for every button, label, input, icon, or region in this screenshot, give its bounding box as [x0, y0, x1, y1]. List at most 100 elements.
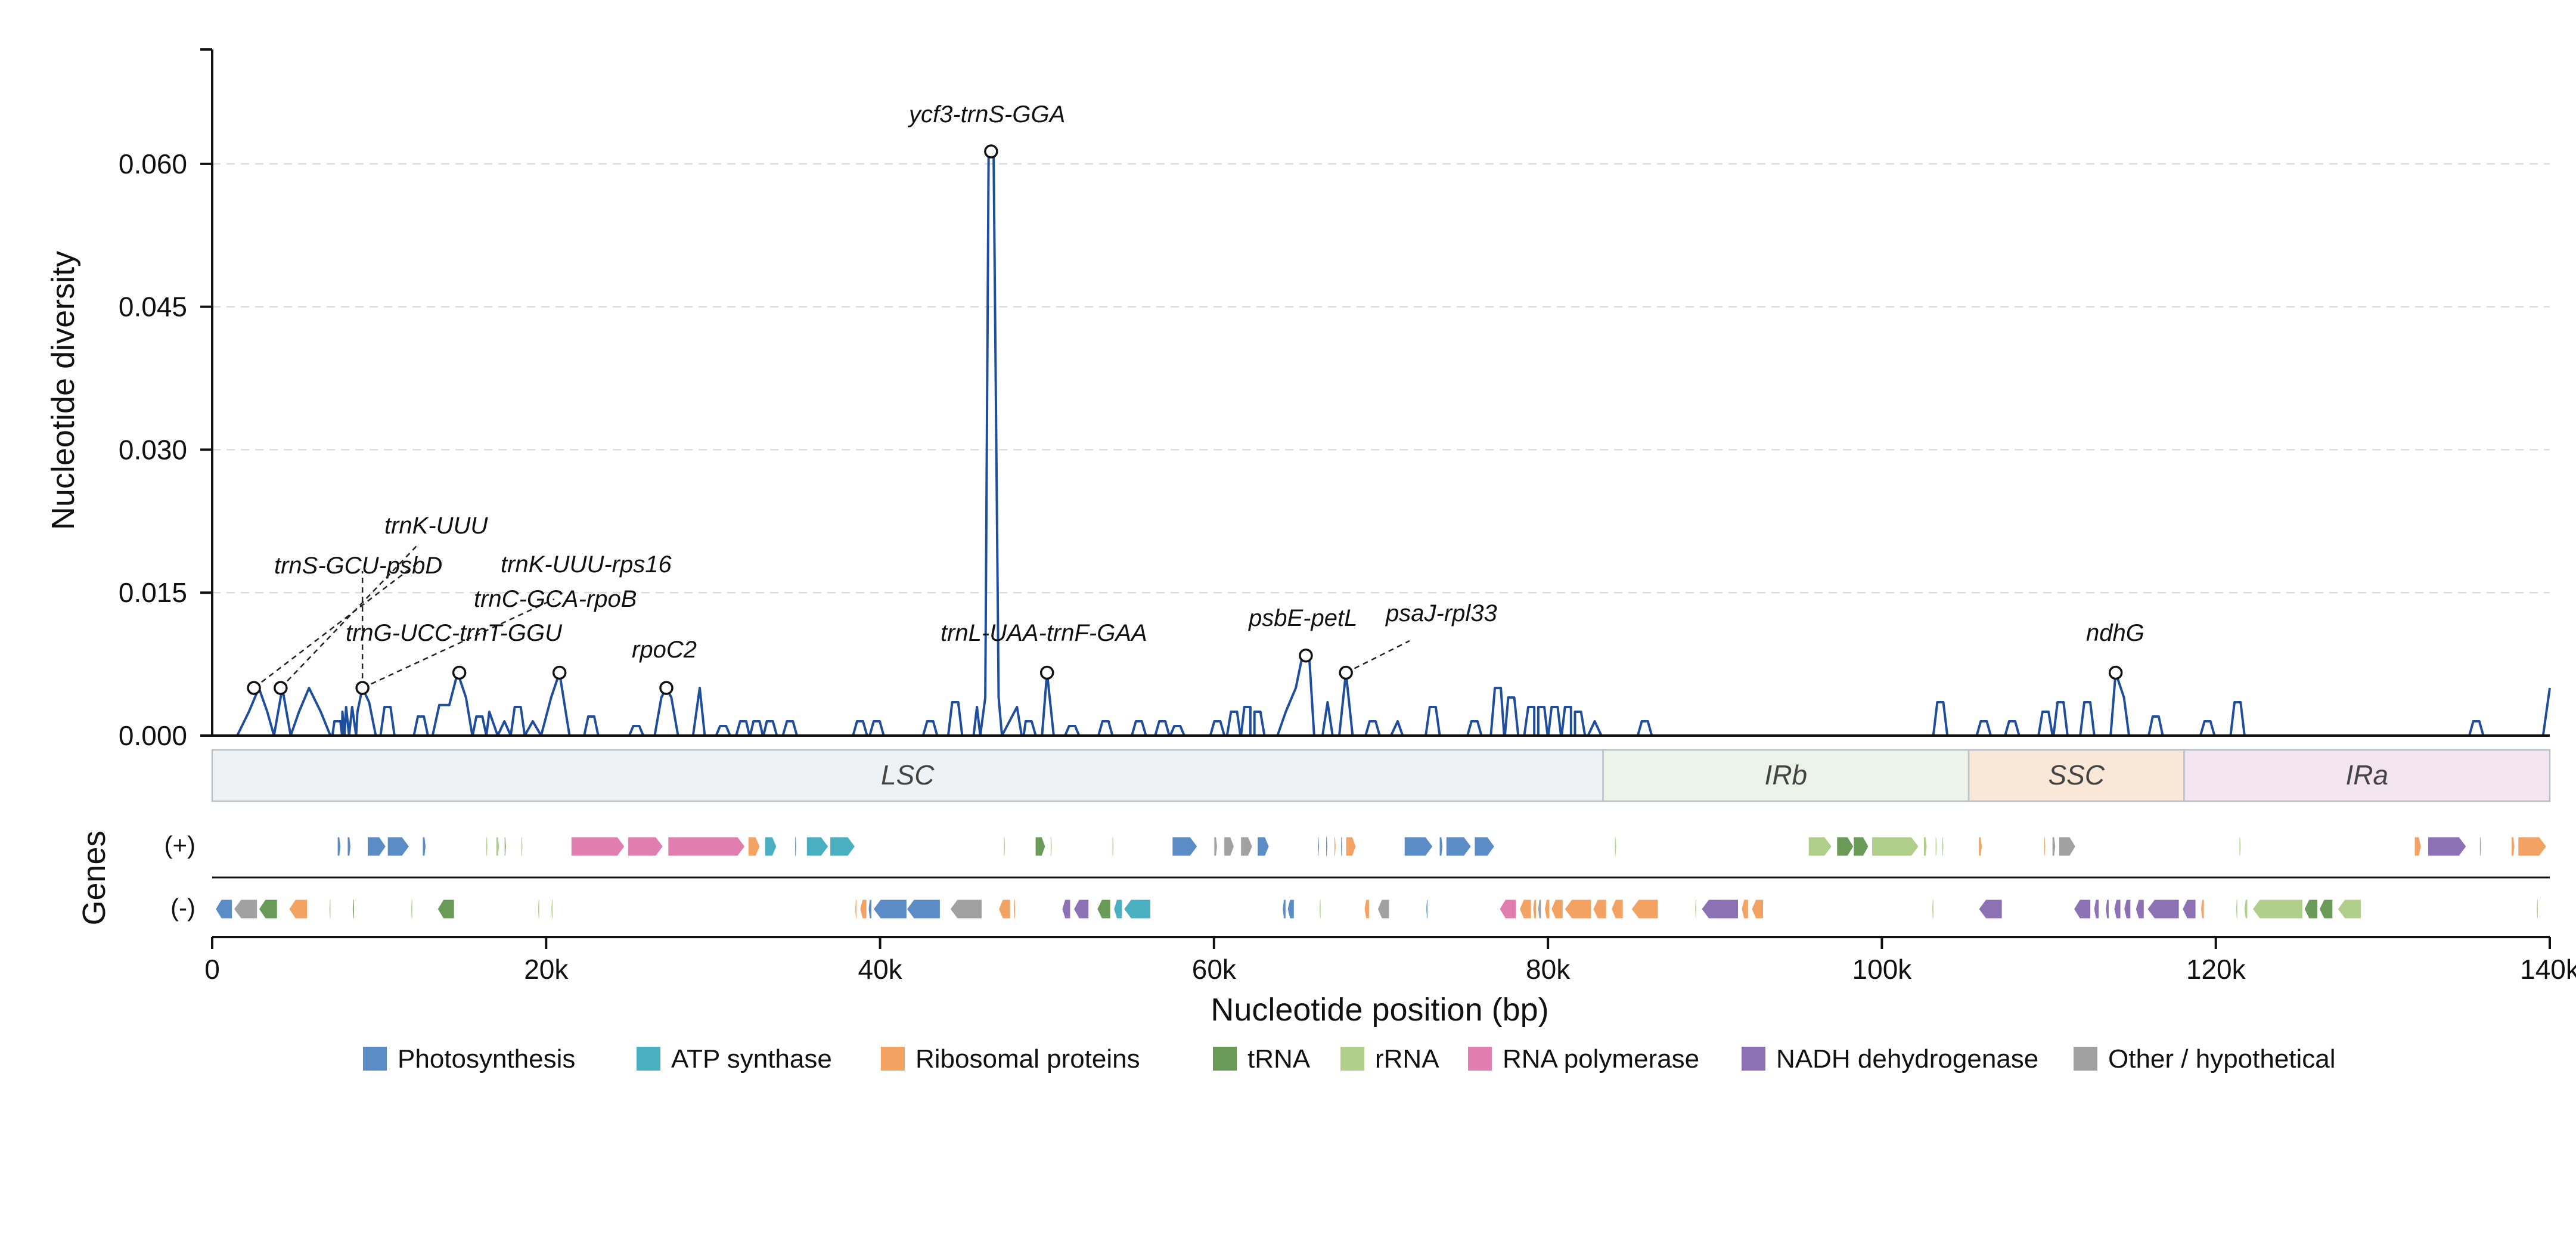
peak-label: trnK-UUU: [384, 513, 488, 539]
peak-label: trnL-UAA-trnF-GAA: [941, 620, 1147, 646]
gene-plus: [2518, 836, 2547, 857]
peak-label: psbE-petL: [1248, 605, 1357, 631]
gene-plus: [1035, 836, 1046, 857]
plot-area: [212, 153, 2551, 737]
diversity-line: [212, 153, 2551, 737]
gene-minus: [1318, 899, 1321, 919]
gene-plus: [2511, 836, 2515, 857]
region-label: IRa: [2345, 759, 2388, 790]
gene-minus: [906, 899, 941, 919]
gene-minus: [1611, 899, 1624, 919]
legend-label: RNA polymerase: [1503, 1044, 1699, 1074]
gene-minus: [2124, 899, 2131, 919]
y-tick-label: 0.045: [119, 291, 187, 322]
gene-minus: [1978, 899, 2003, 919]
region-band: LSC IRb SSC IRa: [211, 749, 2551, 802]
gene-plus: [1213, 836, 1218, 857]
legend-swatch: [1742, 1047, 1765, 1071]
legend-item: ATP synthase: [637, 1044, 832, 1074]
gene-minus: [1123, 899, 1151, 919]
x-tick-label: 120k: [2186, 954, 2246, 985]
peak-marker: [984, 144, 998, 159]
gene-minus: [1544, 899, 1550, 919]
peak-leader-line: [362, 598, 555, 689]
legend-label: Ribosomal proteins: [915, 1044, 1140, 1074]
gene-plus: [1240, 836, 1253, 857]
gene-plus: [1941, 836, 1944, 857]
gene-minus: [949, 899, 982, 919]
gene-plus: [668, 836, 746, 857]
legend-item: Ribosomal proteins: [881, 1044, 1140, 1074]
gene-plus: [1853, 836, 1869, 857]
gene-plus: [2239, 836, 2242, 857]
gene-plus: [1614, 836, 1617, 857]
region-box: [2183, 749, 2551, 802]
gene-plus: [495, 836, 500, 857]
gene-minus: [2182, 899, 2196, 919]
peak-marker: [552, 665, 567, 680]
gene-plus: [2058, 836, 2076, 857]
peak-marker: [452, 665, 467, 680]
gene-minus: [328, 899, 331, 919]
gene-plus: [337, 836, 342, 857]
gene-plus: [1439, 836, 1444, 857]
gene-minus: [2135, 899, 2144, 919]
x-tick-label: 20k: [524, 954, 569, 985]
region-box: [211, 749, 1604, 802]
region-ira: IRa: [2183, 749, 2551, 802]
plus-strand-label: (+): [165, 831, 196, 859]
legend-label: rRNA: [1375, 1044, 1439, 1074]
peak-label: psaJ-rpl33: [1385, 600, 1497, 626]
legend-swatch: [363, 1047, 387, 1071]
peak-marker: [1339, 665, 1353, 680]
gene-plus: [1326, 836, 1328, 857]
gene-minus: [1631, 899, 1659, 919]
gene-plus: [2043, 836, 2046, 857]
peak-marker: [2108, 665, 2123, 680]
y-tick-label: 0.030: [119, 434, 187, 465]
gene-minus: [2243, 899, 2248, 919]
y-tick-label: 0.000: [119, 720, 187, 751]
peak-annotation: trnK-UUU: [274, 513, 488, 695]
gene-minus: [2337, 899, 2361, 919]
gene-plus: [2052, 836, 2056, 857]
gene-minus: [258, 899, 278, 919]
peak-label: trnS-GCU-psbD: [274, 553, 442, 579]
gene-minus: [873, 899, 907, 919]
peak-label: trnG-UCC-trnT-GGU: [346, 620, 563, 646]
gene-minus: [2147, 899, 2180, 919]
gene-plus: [520, 836, 523, 857]
gene-minus: [2093, 899, 2100, 919]
peak-annotation: trnC-GCA-rpoB: [355, 571, 637, 695]
gene-plus: [504, 836, 507, 857]
peak-label: ycf3-trnS-GGA: [907, 101, 1065, 128]
genes-axis-title: Genes: [76, 830, 112, 925]
gene-plus: [1257, 836, 1270, 857]
peak-annotation: ycf3-trnS-GGA: [907, 101, 1065, 159]
peak-annotation: trnL-UAA-trnF-GAA: [941, 620, 1147, 680]
peak-annotation: ndhG: [2086, 620, 2144, 680]
gene-minus: [2252, 899, 2303, 919]
legend-swatch: [637, 1047, 660, 1071]
gene-plus: [747, 836, 761, 857]
gene-minus: [2235, 899, 2238, 919]
peak-annotation: trnS-GCU-psbD: [247, 553, 442, 695]
gene-minus: [1551, 899, 1563, 919]
gene-minus: [1426, 899, 1428, 919]
gene-plus: [1340, 836, 1343, 857]
y-tick-label: 0.015: [119, 577, 187, 608]
gene-plus: [1172, 836, 1198, 857]
gene-tracks: [212, 836, 2550, 919]
region-label: IRb: [1765, 759, 1808, 790]
gene-plus: [367, 836, 386, 857]
y-tick-label: 0.060: [119, 148, 187, 179]
gene-minus: [1931, 899, 1934, 919]
gene-plus: [1445, 836, 1472, 857]
gene-minus: [537, 899, 540, 919]
gene-minus: [437, 899, 455, 919]
gene-minus: [1694, 899, 1697, 919]
y-axis-title: Nucleotide diversity: [45, 251, 81, 530]
gene-minus: [2200, 899, 2205, 919]
gene-plus: [1345, 836, 1357, 857]
gene-plus: [1935, 836, 1938, 857]
